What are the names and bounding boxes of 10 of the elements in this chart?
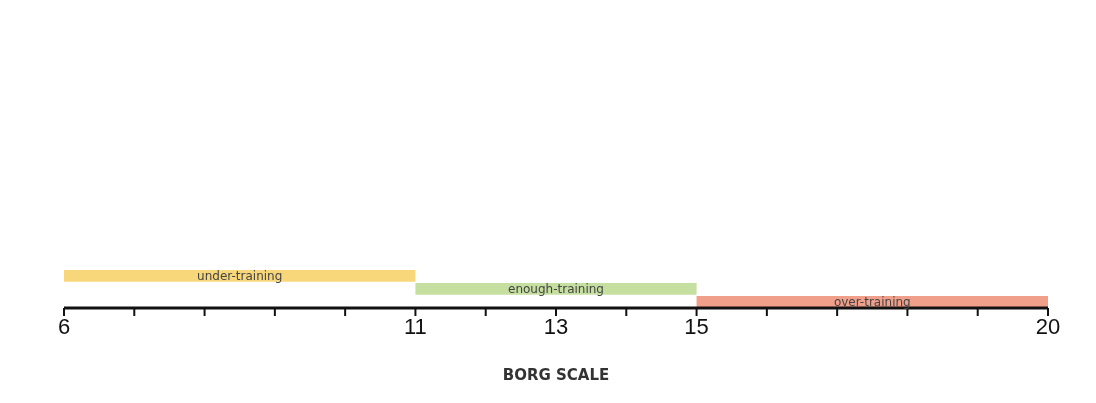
x-tick-label: 6 (57, 313, 71, 339)
x-tick-label: 11 (404, 313, 427, 339)
x-tick-label: 13 (543, 313, 569, 339)
x-tick-label: 15 (684, 313, 709, 339)
y-tick-label: under-training (197, 269, 283, 284)
y-tick-label: over-training (833, 295, 911, 310)
bar (64, 270, 416, 282)
x-tick-label: 20 (1035, 313, 1061, 339)
y-tick-label: enough-training (508, 282, 604, 297)
x-axis-title: BORG SCALE (502, 366, 610, 384)
